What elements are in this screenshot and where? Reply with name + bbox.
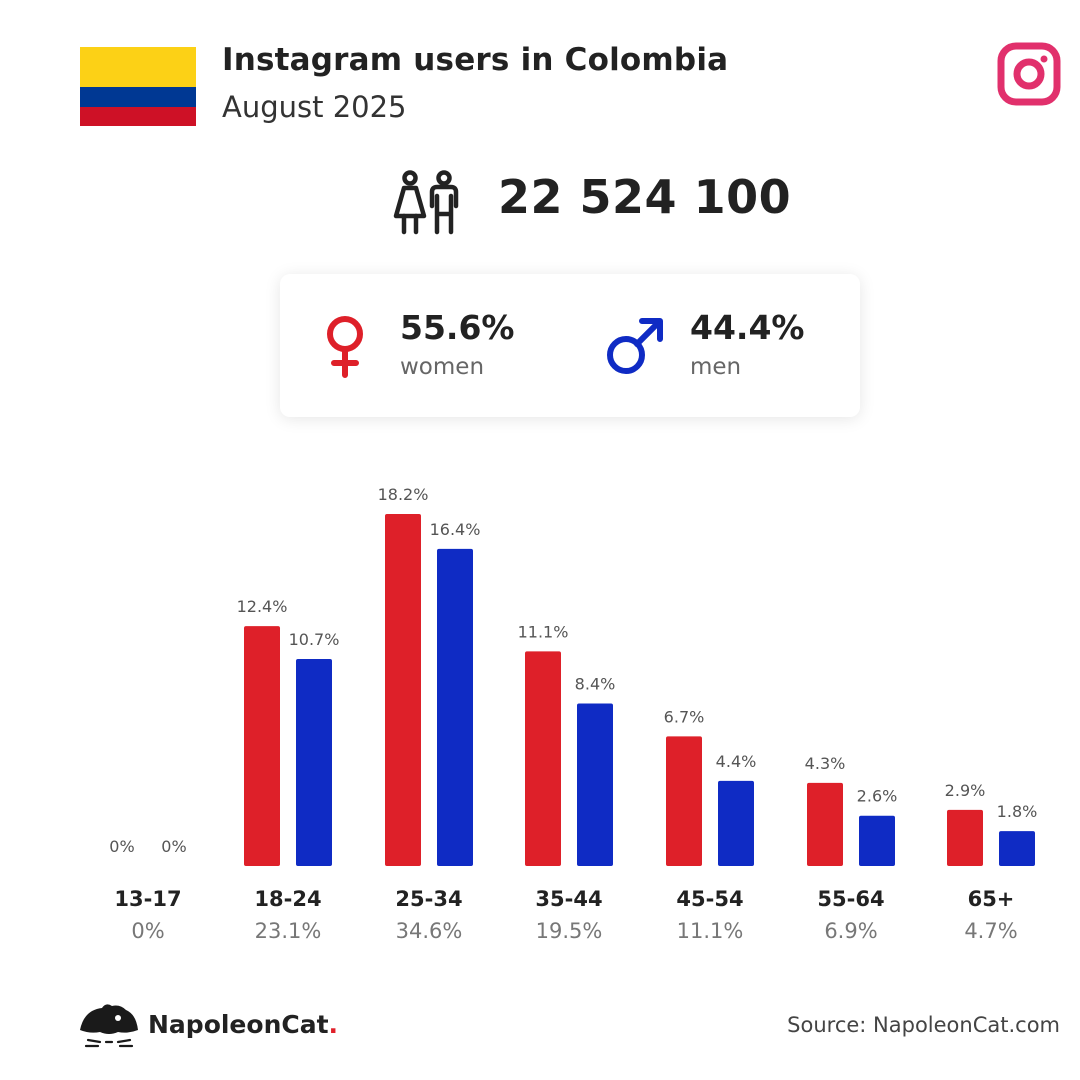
bar-label-women-45-54: 6.7% — [664, 707, 705, 726]
bar-women-55-64 — [807, 782, 843, 866]
men-percent: 44.4% — [690, 308, 805, 347]
venus-icon — [327, 316, 363, 378]
bar-men-35-44 — [577, 703, 613, 866]
total-users-value: 22 524 100 — [498, 170, 792, 224]
bar-label-men-65+: 1.8% — [997, 802, 1038, 821]
bar-men-18-24 — [296, 659, 332, 866]
age-group-total: 19.5% — [536, 919, 603, 943]
age-group-total: 34.6% — [396, 919, 463, 943]
bar-label-men-25-34: 16.4% — [430, 520, 481, 539]
bar-label-women-35-44: 11.1% — [518, 622, 569, 641]
bar-label-men-55-64: 2.6% — [857, 787, 898, 806]
source-credit: Source: NapoleonCat.com — [787, 1013, 1060, 1037]
bar-label-women-18-24: 12.4% — [237, 597, 288, 616]
page-title: Instagram users in Colombia — [222, 42, 729, 78]
bar-label-men-18-24: 10.7% — [289, 630, 340, 649]
women-label: women — [400, 354, 485, 380]
bar-men-25-34 — [437, 548, 473, 866]
bar-label-men-45-54: 4.4% — [716, 752, 757, 771]
bar-label-women-55-64: 4.3% — [805, 754, 846, 773]
age-group-total: 23.1% — [255, 919, 322, 943]
bar-women-18-24 — [244, 626, 280, 866]
men-label: men — [690, 354, 742, 380]
bar-label-women-25-34: 18.2% — [378, 485, 429, 504]
mars-icon — [607, 318, 663, 374]
bar-men-45-54 — [718, 780, 754, 866]
age-group-label: 45-54 — [676, 887, 743, 911]
age-group-total: 6.9% — [824, 919, 877, 943]
age-group-total: 4.7% — [964, 919, 1017, 943]
age-group-label: 18-24 — [254, 887, 321, 911]
bar-men-65+ — [999, 831, 1035, 866]
people-icon — [393, 170, 459, 235]
bar-label-women-65+: 2.9% — [945, 781, 986, 800]
women-percent: 55.6% — [400, 308, 515, 347]
napoleoncat-logo-icon — [80, 1004, 138, 1048]
age-group-label: 13-17 — [114, 887, 181, 911]
bar-label-men-35-44: 8.4% — [575, 675, 616, 694]
bar-men-55-64 — [859, 815, 895, 866]
bar-women-35-44 — [525, 651, 561, 866]
age-group-label: 65+ — [968, 887, 1015, 911]
age-group-label: 35-44 — [535, 887, 602, 911]
age-group-total: 11.1% — [677, 919, 744, 943]
bar-women-45-54 — [666, 736, 702, 866]
age-group-total: 0% — [131, 919, 164, 943]
age-gender-bar-chart: 0% 0% 13-17 0% 12.4%10.7% 18-24 23.1% 18.2%16.4… — [109, 485, 1038, 943]
bar-women-25-34 — [385, 514, 421, 866]
age-group-label: 25-34 — [395, 887, 462, 911]
bar-women-65+ — [947, 809, 983, 866]
bar-label-women-13-17: 0% — [109, 837, 134, 856]
brand-name: NapoleonCat. — [148, 1010, 339, 1039]
instagram-icon — [997, 42, 1061, 106]
gender-summary-card — [280, 274, 860, 417]
colombia-flag-icon — [80, 47, 196, 126]
page-subtitle: August 2025 — [222, 90, 407, 124]
age-group-label: 55-64 — [817, 887, 884, 911]
bar-label-men-13-17: 0% — [161, 837, 186, 856]
